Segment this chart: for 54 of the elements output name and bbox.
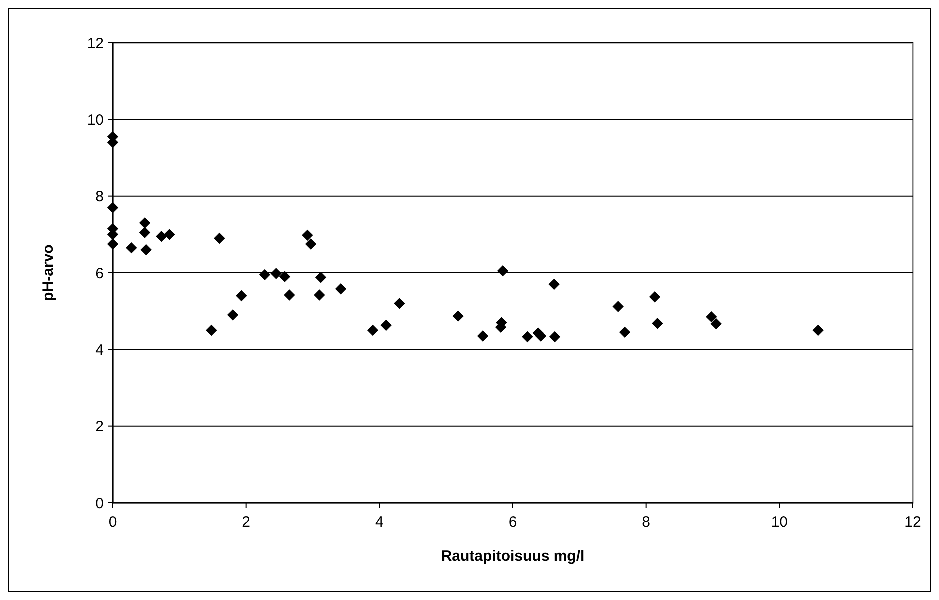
x-axis-title: Rautapitoisuus mg/l xyxy=(441,548,585,565)
point xyxy=(314,290,326,301)
point xyxy=(497,265,509,277)
point xyxy=(522,331,534,343)
point xyxy=(812,324,824,336)
point xyxy=(548,278,560,290)
point xyxy=(279,271,291,282)
x-tick-label: 0 xyxy=(108,514,118,531)
point xyxy=(139,218,151,229)
point xyxy=(284,290,296,301)
y-axis-title: pH-arvo xyxy=(40,244,57,302)
point xyxy=(259,269,271,281)
point xyxy=(107,238,119,250)
point xyxy=(227,310,239,321)
point xyxy=(107,202,119,214)
point xyxy=(214,232,226,244)
point xyxy=(394,298,406,310)
point xyxy=(126,242,138,254)
point xyxy=(156,230,168,242)
point xyxy=(315,272,327,284)
point xyxy=(380,320,392,332)
point xyxy=(649,292,661,303)
point xyxy=(305,238,317,250)
y-tick-label: 2 xyxy=(96,418,104,436)
point xyxy=(140,244,152,256)
x-tick-label: 6 xyxy=(508,514,518,531)
point xyxy=(139,227,151,238)
point xyxy=(270,268,282,280)
y-tick-label: 10 xyxy=(87,112,104,129)
point xyxy=(549,331,561,343)
y-tick-label: 0 xyxy=(96,495,104,512)
y-tick-label: 4 xyxy=(96,342,104,359)
x-tick-label: 8 xyxy=(642,514,651,531)
point xyxy=(612,301,624,312)
point xyxy=(452,310,464,322)
point xyxy=(302,230,314,242)
y-tick-label: 6 xyxy=(96,265,104,282)
point xyxy=(236,290,248,302)
x-tick-label: 12 xyxy=(904,514,922,531)
point xyxy=(367,324,379,336)
point xyxy=(619,326,631,338)
point xyxy=(710,318,722,330)
y-tick-label: 12 xyxy=(87,35,104,52)
point xyxy=(335,284,347,295)
point xyxy=(652,318,664,330)
point xyxy=(535,330,547,342)
point xyxy=(706,311,718,323)
point xyxy=(206,324,218,336)
point xyxy=(164,229,176,240)
x-tick-label: 4 xyxy=(375,514,384,531)
y-tick-label: 8 xyxy=(96,188,104,206)
point xyxy=(477,330,489,342)
x-tick-label: 2 xyxy=(242,514,251,531)
x-tick-label: 10 xyxy=(771,514,788,531)
